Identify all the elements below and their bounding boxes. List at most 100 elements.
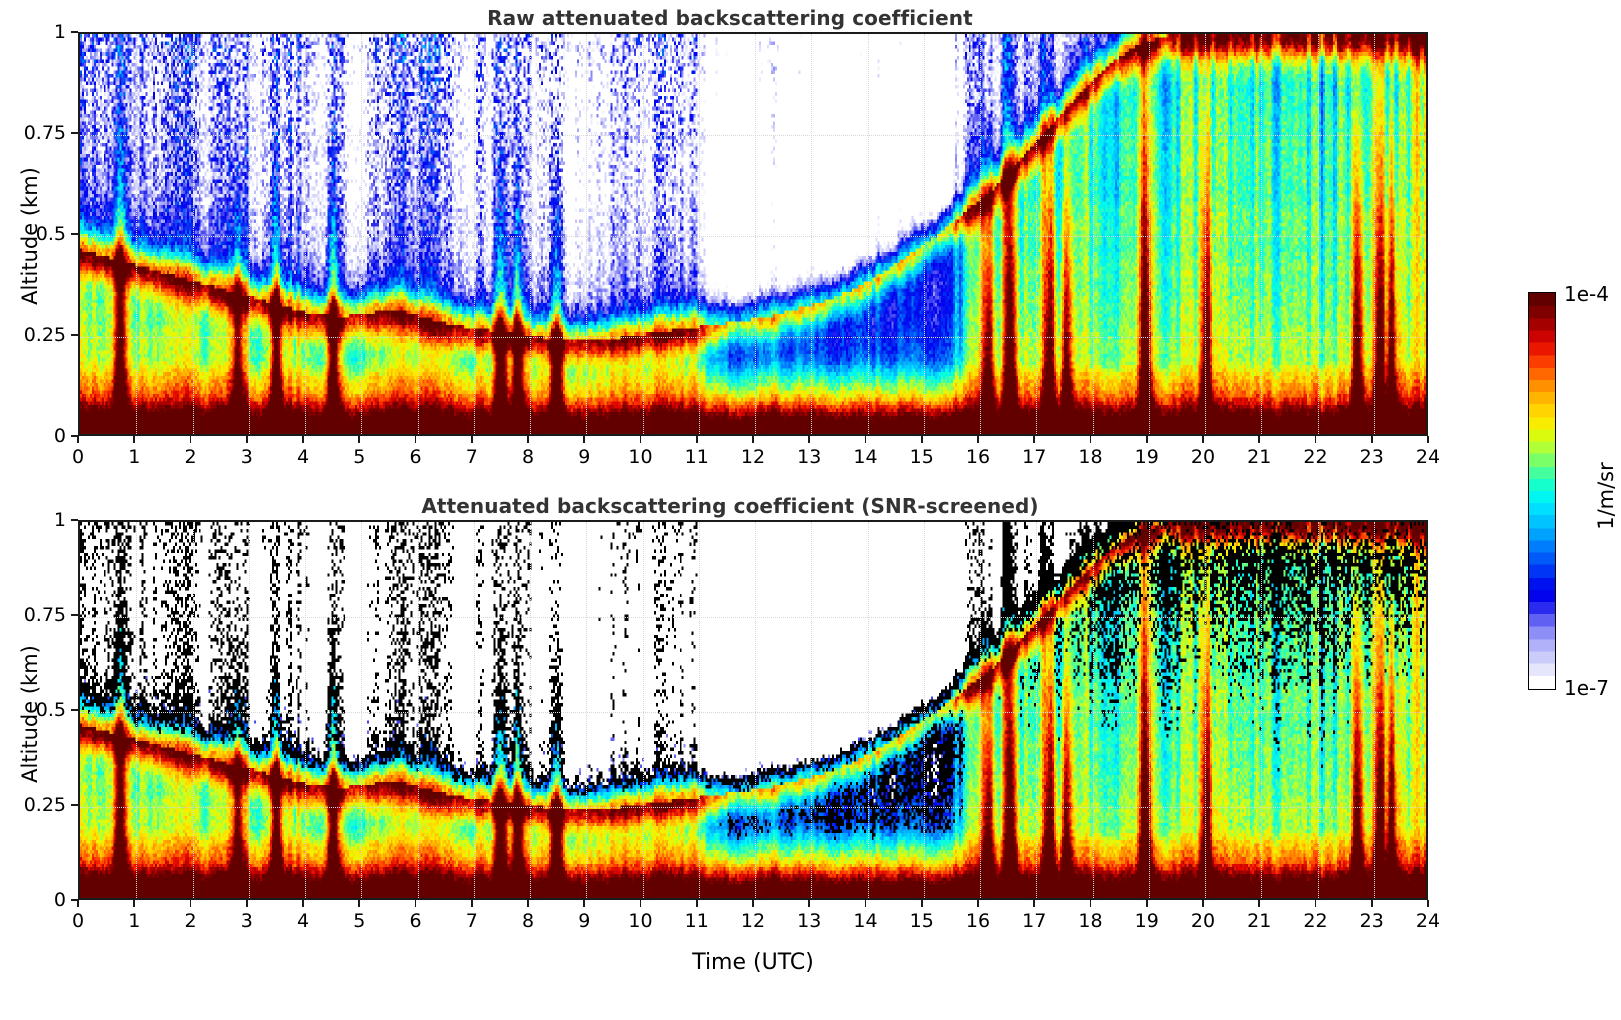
x-tick-mark bbox=[302, 436, 304, 443]
x-tick-mark bbox=[977, 900, 979, 907]
x-tick-label: 6 bbox=[409, 910, 422, 932]
x-tick-label: 21 bbox=[1247, 910, 1272, 932]
colorbar-max-label: 1e-4 bbox=[1564, 282, 1609, 306]
x-tick-mark bbox=[920, 436, 923, 443]
gridline-vertical bbox=[642, 522, 644, 898]
x-tick-mark bbox=[1089, 900, 1092, 907]
x-tick-mark bbox=[1258, 900, 1261, 907]
x-tick-mark bbox=[1202, 436, 1204, 443]
x-tick-mark bbox=[639, 900, 642, 907]
x-tick-label: 21 bbox=[1247, 446, 1272, 468]
x-tick-mark bbox=[639, 436, 642, 443]
x-tick-mark bbox=[189, 900, 192, 907]
gridline-vertical bbox=[867, 522, 869, 898]
gridline-vertical bbox=[1036, 522, 1038, 898]
x-tick-mark bbox=[808, 900, 811, 907]
x-tick-mark bbox=[752, 436, 754, 443]
x-tick-mark bbox=[808, 436, 811, 443]
y-tick-mark bbox=[71, 31, 78, 33]
heatmap-screened bbox=[80, 522, 1426, 898]
panel-raw: Raw attenuated backscattering coefficien… bbox=[0, 0, 1460, 480]
x-tick-label: 16 bbox=[965, 910, 991, 932]
x-tick-label: 17 bbox=[1022, 446, 1047, 468]
x-tick-mark bbox=[752, 900, 754, 907]
x-tick-mark bbox=[245, 436, 248, 443]
panel-screened-xlabel: Time (UTC) bbox=[692, 950, 814, 975]
x-tick-label: 13 bbox=[797, 910, 822, 932]
gridline-vertical bbox=[586, 34, 588, 434]
x-tick-label: 15 bbox=[909, 910, 934, 932]
x-tick-mark bbox=[302, 900, 304, 907]
y-tick-label: 0.75 bbox=[23, 604, 66, 626]
x-tick-mark bbox=[77, 900, 79, 907]
axes-screened bbox=[78, 520, 1428, 900]
gridline-vertical bbox=[1373, 34, 1375, 434]
x-tick-mark bbox=[470, 900, 473, 907]
x-tick-mark bbox=[527, 436, 529, 443]
panel-screened: Attenuated backscattering coefficient (S… bbox=[0, 490, 1460, 1020]
x-tick-label: 0 bbox=[71, 910, 85, 932]
gridline-vertical bbox=[1317, 522, 1319, 898]
x-tick-mark bbox=[358, 900, 361, 907]
y-tick-mark bbox=[71, 435, 78, 437]
gridline-vertical bbox=[417, 522, 419, 898]
x-tick-label: 18 bbox=[1078, 910, 1103, 932]
gridline-horizontal bbox=[80, 712, 1426, 713]
y-tick-label: 0 bbox=[53, 425, 66, 447]
gridline-vertical bbox=[1205, 34, 1206, 434]
x-tick-label: 20 bbox=[1190, 446, 1216, 468]
gridline-horizontal bbox=[80, 236, 1426, 237]
gridline-vertical bbox=[361, 522, 363, 898]
x-tick-label: 12 bbox=[740, 446, 766, 468]
x-tick-mark bbox=[695, 436, 698, 443]
x-tick-label: 2 bbox=[184, 910, 197, 932]
gridline-vertical bbox=[1092, 522, 1094, 898]
gridline-vertical bbox=[248, 34, 250, 434]
gridline-vertical bbox=[305, 34, 306, 434]
x-tick-label: 22 bbox=[1303, 446, 1328, 468]
x-tick-mark bbox=[1314, 900, 1317, 907]
y-tick-mark bbox=[71, 233, 78, 235]
x-tick-label: 3 bbox=[240, 446, 253, 468]
x-tick-label: 1 bbox=[128, 446, 141, 468]
x-tick-label: 23 bbox=[1359, 910, 1384, 932]
panel-raw-title: Raw attenuated backscattering coefficien… bbox=[487, 6, 973, 30]
x-tick-mark bbox=[133, 900, 136, 907]
x-tick-label: 1 bbox=[128, 910, 141, 932]
x-tick-mark bbox=[1033, 436, 1036, 443]
gridline-vertical bbox=[586, 522, 588, 898]
axes-raw bbox=[78, 32, 1428, 436]
x-tick-mark bbox=[1089, 436, 1092, 443]
gridline-vertical bbox=[698, 34, 700, 434]
x-tick-mark bbox=[583, 900, 586, 907]
gridline-vertical bbox=[473, 522, 475, 898]
x-tick-label: 6 bbox=[409, 446, 422, 468]
y-tick-label: 0 bbox=[53, 889, 66, 911]
x-tick-mark bbox=[414, 900, 417, 907]
x-tick-mark bbox=[1258, 436, 1261, 443]
y-tick-mark bbox=[71, 709, 78, 711]
x-tick-label: 4 bbox=[296, 910, 310, 932]
gridline-vertical bbox=[811, 34, 813, 434]
x-tick-label: 7 bbox=[465, 910, 478, 932]
x-tick-label: 8 bbox=[521, 910, 535, 932]
x-tick-mark bbox=[583, 436, 586, 443]
x-tick-label: 14 bbox=[853, 910, 878, 932]
gridline-vertical bbox=[1148, 522, 1150, 898]
gridline-vertical bbox=[1092, 34, 1094, 434]
x-tick-mark bbox=[695, 900, 698, 907]
x-tick-label: 10 bbox=[628, 910, 653, 932]
x-tick-label: 4 bbox=[296, 446, 310, 468]
x-tick-label: 15 bbox=[909, 446, 934, 468]
y-tick-label: 0.25 bbox=[23, 794, 66, 816]
x-tick-mark bbox=[1033, 900, 1036, 907]
gridline-vertical bbox=[361, 34, 363, 434]
y-tick-label: 0.75 bbox=[23, 122, 66, 144]
x-tick-mark bbox=[977, 436, 979, 443]
gridline-vertical bbox=[1373, 522, 1375, 898]
y-tick-label: 0.5 bbox=[35, 699, 66, 721]
y-tick-label: 1 bbox=[53, 21, 66, 43]
gridline-vertical bbox=[1261, 34, 1263, 434]
gridline-vertical bbox=[1205, 522, 1206, 898]
